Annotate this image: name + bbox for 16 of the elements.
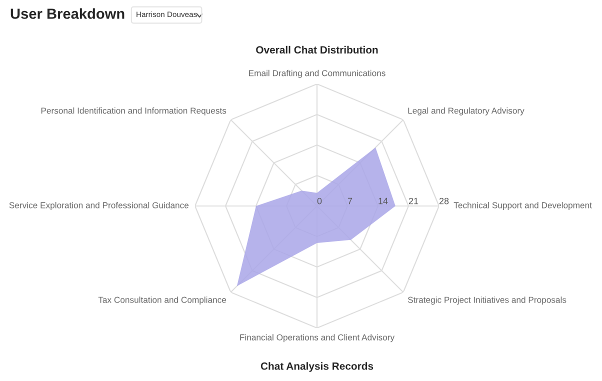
spoke-label: Personal Identification and Information Requests	[41, 107, 226, 116]
y-tick-label: 28	[439, 198, 449, 204]
text: User Breakdown	[10, 8, 124, 19]
spoke-label: Financial Operations and Client Advisory	[240, 334, 395, 342]
spoke-label: Legal and Regulatory Advisory	[408, 107, 524, 116]
y-tick-label: 21	[408, 198, 418, 204]
y-tick-label: 14	[378, 198, 388, 204]
spoke-label: Technical Support and Development	[454, 202, 592, 210]
text: Chat Analysis Records	[260, 362, 374, 372]
spoke-label: Tax Consultation and Compliance	[98, 296, 226, 305]
y-tick-label: 0	[317, 198, 322, 204]
chart-title: Overall Chat Distribution	[256, 46, 378, 54]
spoke-label: Service Exploration and Professional Guidance	[9, 202, 189, 210]
spoke-label: Strategic Project Initiatives and Proposals	[408, 296, 566, 305]
y-tick-label: 7	[348, 198, 352, 204]
spoke-label: Email Drafting and Communications	[249, 70, 386, 78]
